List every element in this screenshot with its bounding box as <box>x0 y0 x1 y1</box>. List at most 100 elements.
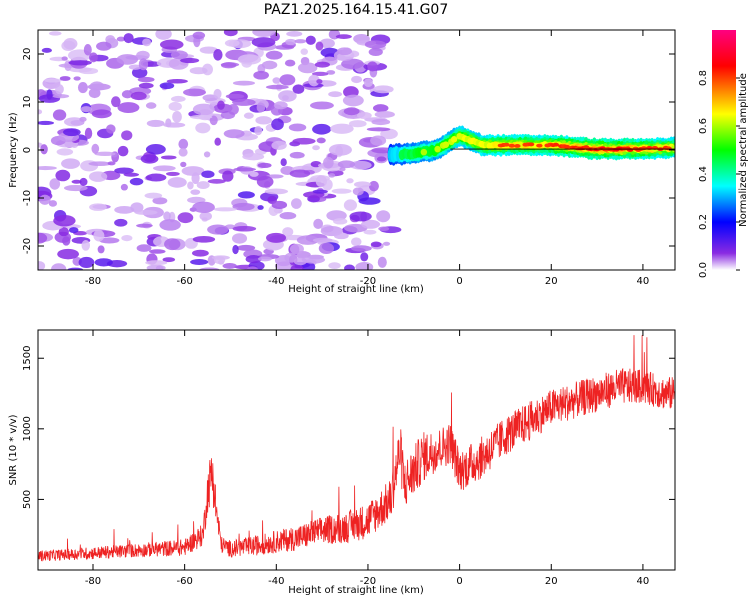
snr-x-ticks: -80 -60 -40 -20 0 20 40 <box>85 330 649 587</box>
noise-blob <box>116 36 126 42</box>
noise-blob <box>330 123 354 134</box>
noise-blob <box>357 112 372 119</box>
noise-blob <box>231 233 248 244</box>
noise-blob <box>209 115 218 126</box>
noise-blob <box>168 101 182 112</box>
noise-blob <box>312 123 332 135</box>
noise-blob <box>273 101 288 110</box>
noise-blob <box>93 229 105 242</box>
noise-blob <box>97 245 105 254</box>
noise-blob <box>318 242 335 255</box>
signal-cell <box>640 146 648 151</box>
noise-blob <box>328 173 336 178</box>
noise-blob <box>382 241 391 246</box>
noise-blob <box>279 74 296 86</box>
noise-blob <box>134 209 158 215</box>
noise-blob <box>116 54 139 65</box>
noise-blob <box>149 249 166 254</box>
noise-blob <box>159 219 181 231</box>
noise-blob <box>245 254 262 264</box>
noise-blob <box>286 31 303 37</box>
x-tick-label: -80 <box>85 276 101 287</box>
noise-blob <box>53 214 76 227</box>
noise-blob <box>265 50 283 60</box>
noise-blob <box>192 201 215 213</box>
y-tick-label: -10 <box>22 190 33 206</box>
noise-blob <box>271 200 288 210</box>
noise-blob <box>191 249 209 257</box>
y-tick-label: 1500 <box>22 346 33 371</box>
x-tick-label: -60 <box>176 576 192 587</box>
signal-cell <box>536 143 543 148</box>
noise-blob <box>52 109 67 121</box>
noise-blob <box>207 224 229 235</box>
noise-blob <box>121 234 133 242</box>
noise-blob <box>40 144 48 155</box>
noise-blob <box>344 264 355 270</box>
noise-blob <box>63 38 78 50</box>
noise-blob <box>225 93 245 99</box>
colorbar-label: Normalized spectral amplitude <box>738 73 749 227</box>
x-tick-label: -40 <box>268 576 284 587</box>
noise-blob <box>253 70 269 80</box>
colorbar-tick-label: 0.4 <box>698 166 709 182</box>
noise-blob <box>256 175 274 188</box>
noise-blob <box>211 255 230 260</box>
noise-blob <box>344 223 368 233</box>
noise-blob <box>88 161 112 167</box>
noise-blob <box>177 212 194 224</box>
y-tick-label: -20 <box>22 238 33 254</box>
noise-blob <box>227 104 239 115</box>
noise-blob <box>106 124 116 134</box>
noise-blob <box>316 137 326 144</box>
noise-blob <box>297 62 318 74</box>
noise-blob <box>337 160 356 169</box>
noise-blob <box>114 206 135 214</box>
noise-blob <box>38 232 48 244</box>
noise-blob <box>62 236 71 246</box>
noise-blob <box>349 160 372 170</box>
noise-blob <box>288 123 307 132</box>
noise-blob <box>159 82 175 90</box>
noise-blob <box>114 167 134 174</box>
noise-blob <box>196 181 210 190</box>
noise-blob <box>236 244 256 251</box>
noise-blob <box>376 156 387 162</box>
noise-blob <box>123 33 134 44</box>
noise-blob <box>199 211 212 221</box>
snr-frame <box>37 329 676 571</box>
noise-blob <box>38 109 43 115</box>
noise-blob <box>271 140 287 151</box>
spectrogram-y-ticks: -20 -10 0 10 20 <box>22 48 675 254</box>
noise-blob <box>242 153 265 161</box>
noise-blob <box>88 171 108 182</box>
y-tick-label: 500 <box>22 490 33 509</box>
noise-blob <box>368 47 383 57</box>
noise-blob <box>58 227 69 237</box>
noise-blob <box>190 189 201 195</box>
signal-cell <box>670 145 675 152</box>
noise-blob <box>292 84 305 94</box>
noise-blob <box>181 166 205 176</box>
noise-blob <box>199 46 218 54</box>
noise-blob <box>350 245 372 252</box>
noise-blob <box>105 35 116 44</box>
noise-blob <box>222 263 237 269</box>
noise-blob <box>89 52 98 63</box>
noise-blob <box>191 172 200 185</box>
noise-blob <box>91 109 112 119</box>
noise-blob <box>57 248 79 260</box>
noise-blob <box>335 34 352 39</box>
spectrogram-y-label: Frequency (Hz) <box>8 112 19 188</box>
noise-blob <box>323 156 334 169</box>
noise-blob <box>121 130 133 141</box>
noise-blob <box>284 59 296 67</box>
noise-blob <box>237 191 255 199</box>
noise-blob <box>164 238 181 251</box>
noise-blob <box>360 252 369 262</box>
noise-blob <box>49 178 61 190</box>
colorbar-tick-label: 0.6 <box>698 118 709 134</box>
noise-blob <box>130 202 144 213</box>
x-tick-label: -20 <box>360 276 376 287</box>
noise-blob <box>342 94 364 107</box>
